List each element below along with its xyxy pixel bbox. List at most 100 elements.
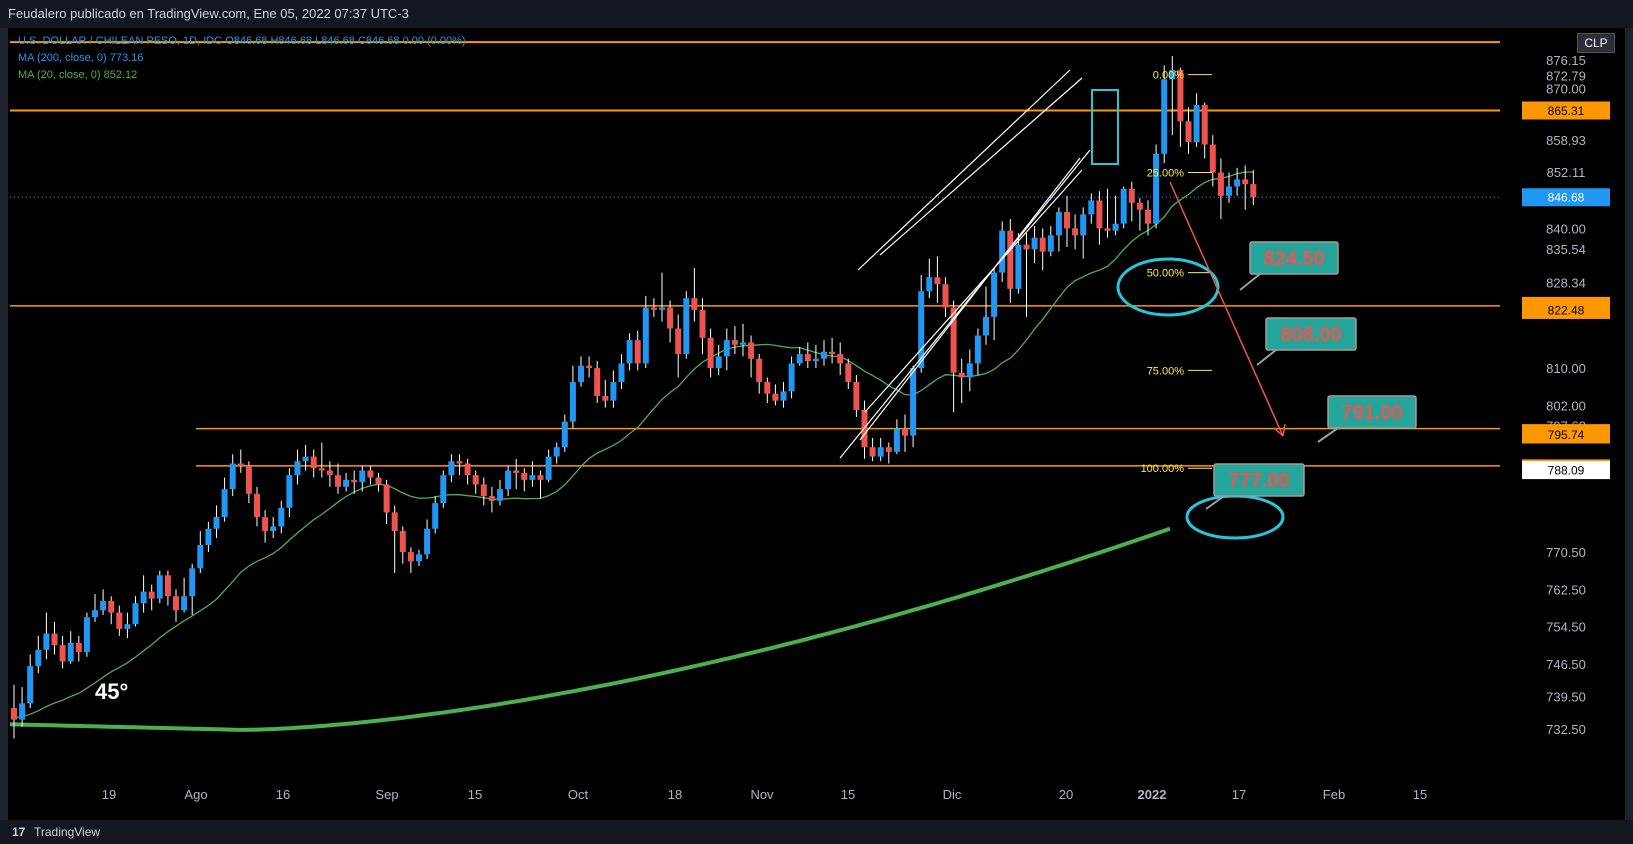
time-axis-label: 18	[668, 787, 682, 802]
price-axis-label: 762.50	[1546, 582, 1586, 597]
candle-body	[812, 358, 819, 362]
candle-body	[367, 470, 374, 478]
candle-body	[578, 365, 584, 383]
candle-body	[521, 472, 528, 480]
target-callout-label: 824.50	[1263, 248, 1324, 270]
tradingview-brand[interactable]: TradingView	[34, 825, 101, 839]
price-axis-label: 746.50	[1546, 657, 1586, 672]
candle-body	[181, 596, 188, 611]
channel-line	[857, 69, 1071, 271]
symbol-legend[interactable]: U.S. DOLLAR / CHILEAN PESO, 1D, IDC O846…	[18, 35, 466, 47]
time-axis-label: Feb	[1323, 787, 1345, 802]
candle-body	[148, 591, 155, 599]
callout-pointer	[1256, 349, 1277, 366]
candle-body	[1023, 244, 1030, 250]
candle-body	[893, 428, 900, 452]
candle-body	[659, 307, 665, 310]
target-callout-label: 791.00	[1341, 402, 1402, 424]
candle-body	[602, 396, 609, 401]
price-axis-label: 739.50	[1546, 689, 1586, 704]
price-axis-label: 828.34	[1546, 276, 1586, 291]
candle-body	[294, 461, 301, 476]
candle-body	[75, 642, 82, 653]
target-ellipse	[1116, 257, 1220, 317]
time-axis-label: Dic	[943, 787, 962, 802]
candle-body	[1064, 212, 1070, 229]
candle-body	[343, 479, 350, 487]
fib-level-label: 25.00%	[1147, 167, 1185, 179]
candle-body	[399, 531, 406, 553]
price-axis-label: 835.54	[1546, 242, 1586, 257]
candle-body	[1234, 179, 1241, 187]
candle-body	[432, 503, 439, 529]
candle-body	[132, 603, 139, 625]
candle-body	[991, 272, 998, 317]
price-tag-label: 865.31	[1548, 104, 1585, 118]
candle-body	[480, 484, 487, 497]
candle-body	[958, 372, 965, 378]
candle-body	[262, 517, 269, 532]
time-axis-label: 19	[102, 787, 116, 802]
candle-body	[594, 368, 601, 397]
price-axis-label: 870.00	[1546, 82, 1586, 97]
price-tag-label: 788.09	[1548, 464, 1585, 478]
candle-body	[796, 354, 803, 364]
candle-body	[1031, 237, 1038, 250]
price-tag-label: 846.68	[1548, 191, 1585, 205]
candle-body	[675, 328, 682, 355]
candle-body	[950, 307, 957, 373]
candle-body	[335, 475, 341, 487]
price-axis-label: 802.00	[1546, 398, 1586, 413]
candle-body	[764, 382, 771, 394]
candle-body	[59, 645, 66, 662]
fib-level-label: 75.00%	[1147, 365, 1185, 377]
candle-body	[173, 596, 179, 611]
time-axis-label: 17	[1232, 787, 1246, 802]
candle-body	[537, 475, 544, 480]
callout-pointer	[1317, 427, 1339, 443]
time-axis-label: Sep	[375, 787, 398, 802]
candle-body	[189, 568, 196, 597]
candle-body	[553, 447, 560, 457]
price-axis-label: 754.50	[1546, 620, 1586, 635]
candle-body	[383, 484, 390, 513]
ma20-legend[interactable]: MA (20, close, 0) 852.12	[18, 69, 138, 81]
candle-body	[788, 363, 795, 392]
candle-body	[650, 307, 657, 310]
ma200-legend[interactable]: MA (200, close, 0) 773.16	[18, 52, 144, 64]
candle-body	[375, 477, 382, 485]
candle-body	[67, 642, 74, 662]
candle-body	[1242, 179, 1249, 185]
candle-body	[999, 230, 1006, 273]
candle-body	[424, 528, 431, 555]
candle-body	[1153, 153, 1160, 224]
price-axis-label: 872.79	[1546, 69, 1586, 84]
candle-body	[902, 428, 908, 436]
time-axis-label: Ago	[184, 787, 207, 802]
candle-body	[310, 456, 317, 469]
candle-body	[837, 354, 844, 364]
currency-badge[interactable]: CLP	[1577, 33, 1615, 53]
price-axis-label: 876.15	[1546, 53, 1586, 68]
candle-body	[116, 612, 123, 629]
candle-body	[35, 649, 42, 667]
candle-body	[731, 340, 738, 345]
fib-level-label: 100.00%	[1141, 463, 1185, 475]
candle-body	[100, 600, 107, 611]
ma20-line	[13, 171, 1254, 719]
candle-body	[1112, 223, 1119, 231]
fib-level-label: 50.00%	[1147, 268, 1185, 280]
callout-pointer	[1205, 495, 1225, 510]
channel-line	[839, 149, 1091, 459]
candle-body	[715, 356, 722, 369]
candle-body	[326, 470, 333, 476]
candle-body	[43, 633, 50, 650]
target-callout-box	[1327, 395, 1417, 429]
target-callout-box	[1249, 241, 1339, 275]
time-axis-label: Nov	[750, 787, 774, 802]
candle-body	[92, 610, 98, 618]
tradingview-logo-icon[interactable]: 17	[12, 825, 26, 839]
candle-body	[934, 277, 941, 285]
time-axis-label: 2022	[1138, 787, 1167, 802]
